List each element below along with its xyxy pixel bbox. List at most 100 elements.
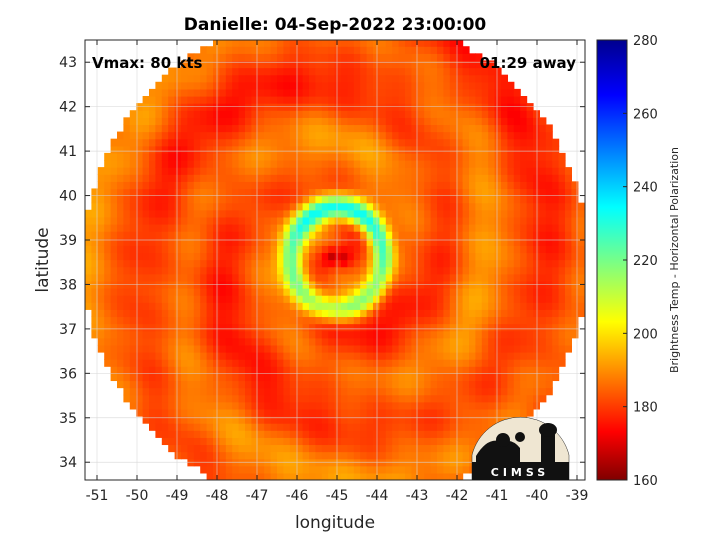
swath-cell: [456, 273, 464, 282]
swath-cell: [245, 344, 252, 353]
swath-cell: [283, 316, 291, 325]
swath-cell: [155, 81, 163, 90]
swath-cell: [283, 373, 291, 382]
swath-cell: [129, 359, 137, 367]
swath-cell: [206, 288, 214, 296]
swath-cell: [270, 266, 278, 275]
swath-cell: [161, 295, 169, 303]
swath-cell: [385, 451, 393, 460]
swath-cell: [366, 416, 374, 424]
swath-cell: [437, 88, 444, 97]
swath-cell: [398, 131, 406, 140]
swath-cell: [417, 81, 425, 90]
swath-cell: [187, 231, 195, 239]
swath-cell: [456, 330, 464, 339]
swath-cell: [270, 195, 278, 204]
swath-cell: [334, 81, 342, 90]
swath-cell: [161, 266, 169, 275]
swath-cell: [341, 373, 348, 382]
swath-cell: [174, 416, 182, 424]
swath-cell: [430, 110, 438, 118]
swath-cell: [283, 330, 291, 339]
swath-cell: [558, 316, 566, 325]
swath-cell: [129, 174, 137, 182]
swath-cell: [315, 472, 323, 480]
swath-cell: [385, 231, 393, 239]
swath-cell: [437, 416, 444, 424]
swath-cell: [200, 110, 208, 118]
swath-cell: [520, 401, 528, 410]
swath-cell: [251, 273, 259, 282]
swath-cell: [123, 344, 131, 353]
swath-cell: [213, 344, 220, 353]
swath-cell: [417, 238, 425, 246]
swath-cell: [379, 96, 387, 104]
swath-cell: [366, 195, 374, 204]
swath-cell: [347, 110, 355, 118]
swath-cell: [206, 444, 214, 453]
swath-cell: [385, 117, 393, 126]
swath-cell: [225, 81, 233, 90]
swath-cell: [456, 60, 464, 69]
swath-cell: [219, 81, 227, 90]
swath-cell: [302, 167, 310, 175]
swath-cell: [232, 174, 240, 182]
swath-cell: [174, 252, 182, 261]
swath-cell: [206, 316, 214, 325]
swath-cell: [501, 380, 508, 389]
swath-cell: [168, 209, 176, 218]
swath-cell: [417, 40, 425, 47]
swath-cell: [443, 295, 451, 303]
swath-cell: [526, 344, 534, 353]
swath-cell: [149, 145, 156, 154]
swath-cell: [334, 387, 342, 396]
swath-cell: [507, 167, 515, 175]
swath-cell: [353, 266, 361, 275]
swath-cell: [437, 387, 444, 396]
swath-cell: [91, 288, 99, 296]
swath-cell: [398, 323, 406, 332]
swath-cell: [405, 387, 412, 396]
swath-cell: [360, 288, 368, 296]
swath-cell: [245, 195, 252, 204]
swath-cell: [533, 259, 540, 268]
swath-cell: [501, 152, 508, 161]
swath-cell: [449, 316, 457, 325]
swath-cell: [321, 309, 329, 318]
swath-cell: [379, 152, 387, 161]
swath-cell: [424, 266, 432, 275]
swath-cell: [289, 110, 297, 118]
swath-cell: [443, 430, 451, 438]
swath-cell: [545, 209, 553, 218]
swath-cell: [155, 430, 163, 438]
swath-cell: [533, 188, 540, 197]
swath-cell: [123, 231, 131, 239]
swath-cell: [392, 245, 400, 254]
swath-cell: [104, 224, 112, 232]
swath-cell: [545, 238, 553, 246]
swath-cell: [443, 60, 451, 69]
swath-cell: [104, 337, 112, 346]
swath-cell: [494, 401, 502, 410]
swath-cell: [520, 110, 528, 118]
swath-cell: [251, 302, 259, 310]
swath-cell: [558, 252, 566, 261]
swath-cell: [398, 273, 406, 282]
swath-cell: [328, 430, 336, 438]
swath-cell: [552, 209, 560, 218]
swath-cell: [443, 408, 451, 417]
swath-cell: [475, 195, 483, 204]
swath-cell: [85, 209, 92, 218]
swath-cell: [123, 316, 131, 325]
swath-cell: [392, 302, 400, 310]
swath-cell: [347, 152, 355, 161]
swath-cell: [187, 124, 195, 133]
swath-cell: [251, 252, 259, 261]
swath-cell: [373, 337, 380, 346]
swath-cell: [251, 330, 259, 339]
swath-cell: [501, 110, 508, 118]
swath-cell: [334, 40, 342, 47]
swath-cell: [430, 74, 438, 83]
swath-cell: [494, 195, 502, 204]
